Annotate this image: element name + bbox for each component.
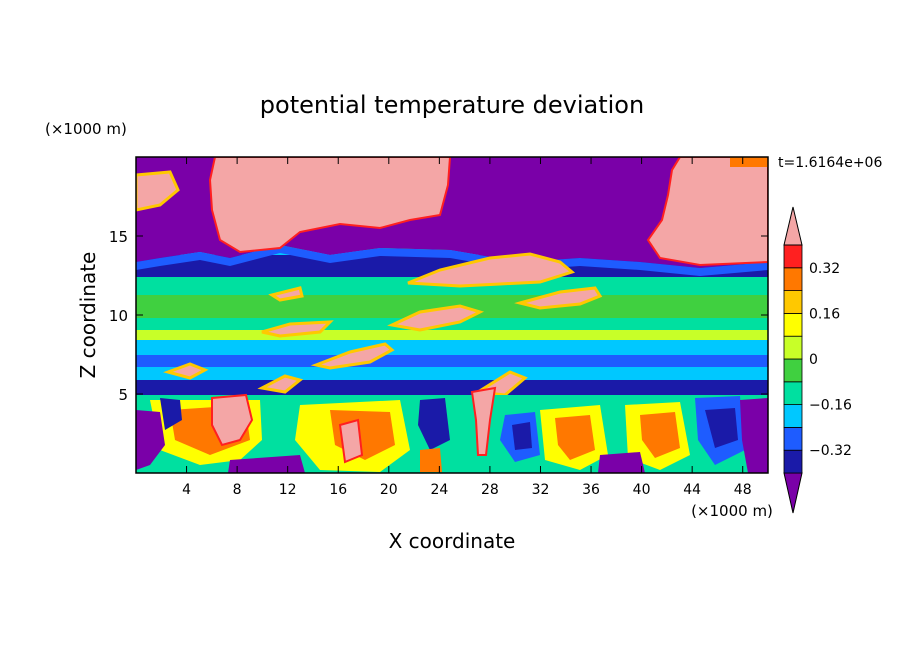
y-unit-label: (×1000 m) [45,120,127,138]
time-label: t=1.6164e+06 [778,155,882,171]
y-tick-label: 5 [118,386,128,404]
x-tick-label: 20 [380,482,398,498]
lower-blue-mid [418,398,450,450]
lower-purple-bottom-left [228,455,305,473]
lower-pink-plume [470,386,497,456]
lower-pink-mid [338,418,364,464]
positive-lens-e [310,342,395,370]
colorbar-swatch [783,358,803,383]
colorbar-swatch [783,404,803,428]
lower-orange-right2 [640,412,680,458]
colorbar-extend-max [783,206,803,246]
x-tick-label: 8 [233,482,242,498]
positive-lens-f [163,362,209,380]
colorbar-swatch [783,335,803,360]
x-unit-label: (×1000 m) [691,502,773,520]
colorbar-tick-label: −0.32 [809,443,852,459]
x-tick-label: 36 [582,482,600,498]
lower-navy-ring [512,422,532,450]
positive-lens-d [268,286,304,302]
upper-positive-blob-left [208,157,452,254]
lower-purple-right [740,398,768,473]
y-axis: 5 10 15 [109,228,768,404]
x-tick-label: 12 [279,482,297,498]
colorbar-tick-label: −0.16 [809,398,852,414]
colorbar-extend-min [783,472,803,514]
band-blue-mid [136,355,768,367]
x-tick-label: 16 [329,482,347,498]
upper-left-blob [136,170,180,212]
colorbar-swatch [783,244,803,269]
x-tick-label: 40 [633,482,651,498]
colorbar-swatch [783,267,803,291]
upper-negative-edge-blue [136,245,768,276]
y-tick-label: 10 [109,307,128,325]
lower-blue-left [160,398,182,430]
x-tick-label: 28 [481,482,499,498]
positive-lens-a [514,286,603,310]
x-tick-label: 4 [182,482,191,498]
chart-title: potential temperature deviation [260,91,644,119]
colorbar-swatch [783,290,803,314]
lower-orange-spot-a [420,448,442,472]
lower-purple-bottom-mid [598,452,645,473]
top-right-orange [730,157,768,167]
lower-orange-right1 [555,415,595,460]
upper-positive-blob-right [646,157,768,267]
lower-navy-right [705,408,738,448]
y-tick-label: 15 [109,228,128,246]
x-tick-label: 48 [734,482,752,498]
positive-lens-c [261,320,334,338]
positive-lens-z12 [407,252,576,288]
colorbar-tick-label: 0.16 [809,306,840,322]
colorbar-tick-label: 0 [809,352,818,368]
colorbar-swatch [783,449,803,474]
contour-field [136,157,768,473]
x-axis: 4 8 12 16 20 24 28 32 36 40 44 48 [182,157,752,498]
x-tick-label: 44 [683,482,701,498]
x-tick-label: 32 [532,482,550,498]
colorbar-swatch [783,381,803,405]
lower-purple-left [136,410,165,470]
x-axis-label: X coordinate [389,529,516,553]
colorbar: 0.32 0.16 0 −0.16 −0.32 [783,206,852,514]
positive-lens-b [387,304,485,332]
x-tick-label: 24 [430,482,448,498]
y-axis-label: Z coordinate [76,252,100,379]
colorbar-swatch [783,312,803,337]
band-yellowgreen [136,330,768,340]
lower-pink-left [211,393,254,447]
colorbar-tick-label: 0.32 [809,261,840,277]
band-navy-mid [136,380,768,395]
positive-lens-g [257,374,304,394]
colorbar-swatch [783,426,803,451]
